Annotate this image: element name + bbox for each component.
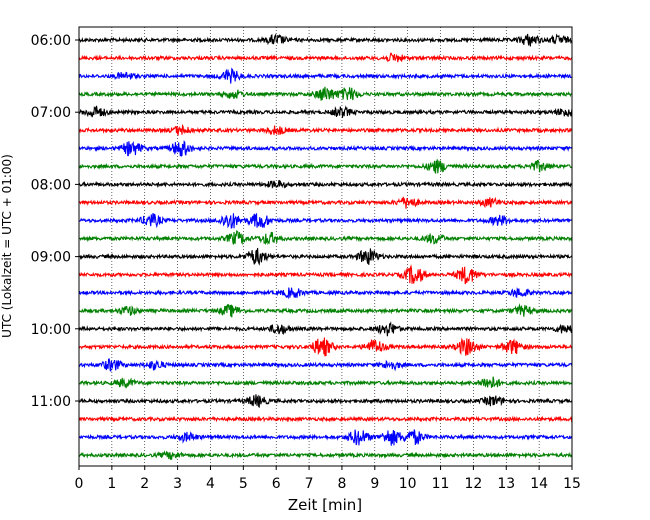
x-tick-label: 9 <box>370 476 379 492</box>
seismic-trace <box>78 358 573 373</box>
seismic-trace <box>78 159 573 175</box>
seismic-trace <box>78 264 573 285</box>
seismic-trace <box>78 287 573 300</box>
seismic-trace <box>78 415 573 423</box>
seismic-trace <box>78 67 573 84</box>
seismic-trace <box>78 450 573 460</box>
seismic-trace <box>78 140 573 157</box>
seismic-trace <box>78 337 573 357</box>
x-tick-label: 10 <box>399 476 417 492</box>
x-tick-label: 2 <box>140 476 149 492</box>
x-tick-label: 8 <box>337 476 346 492</box>
seismic-trace <box>78 105 573 118</box>
x-tick-label: 1 <box>107 476 116 492</box>
y-tick-label: 11:00 <box>31 394 71 410</box>
x-tick-label: 12 <box>464 476 482 492</box>
y-axis-label: UTC (Lokalzeit = UTC + 01:00) <box>0 154 14 338</box>
y-axis: 06:00 07:00 08:00 09:00 10:00 11:00 <box>31 33 79 410</box>
y-tick-label: 08:00 <box>31 177 71 193</box>
seismic-trace <box>78 247 573 266</box>
y-tick-label: 09:00 <box>31 250 71 266</box>
y-tick-label: 10:00 <box>31 322 71 338</box>
seismic-trace <box>78 86 573 101</box>
plot-area <box>79 27 572 466</box>
x-axis: 0 1 2 3 4 5 6 7 8 9 10 11 12 13 14 15 <box>75 466 581 492</box>
seismic-trace <box>78 376 573 389</box>
x-axis-label: Zeit [min] <box>288 496 362 514</box>
seismic-trace <box>78 33 573 47</box>
x-tick-label: 7 <box>305 476 314 492</box>
seismic-trace <box>78 303 573 318</box>
seismic-trace <box>78 212 573 229</box>
y-tick-label: 07:00 <box>31 105 71 121</box>
x-tick-label: 13 <box>497 476 515 492</box>
x-tick-label: 14 <box>530 476 548 492</box>
grid-lines <box>111 27 540 466</box>
trace-group <box>78 33 573 460</box>
seismic-trace <box>78 52 573 63</box>
seismic-trace <box>78 179 573 189</box>
x-tick-label: 4 <box>206 476 215 492</box>
x-tick-label: 0 <box>75 476 84 492</box>
y-tick-label: 06:00 <box>31 33 71 49</box>
x-tick-label: 6 <box>272 476 281 492</box>
seismic-trace <box>78 123 573 137</box>
seismic-trace <box>78 196 573 209</box>
seismic-trace <box>78 230 573 246</box>
seismic-trace <box>78 429 573 446</box>
x-tick-label: 5 <box>239 476 248 492</box>
x-tick-label: 3 <box>173 476 182 492</box>
seismic-trace <box>78 394 573 409</box>
x-tick-label: 15 <box>563 476 581 492</box>
x-tick-label: 11 <box>432 476 450 492</box>
seismic-trace <box>78 321 573 337</box>
plot-frame <box>78 26 573 467</box>
